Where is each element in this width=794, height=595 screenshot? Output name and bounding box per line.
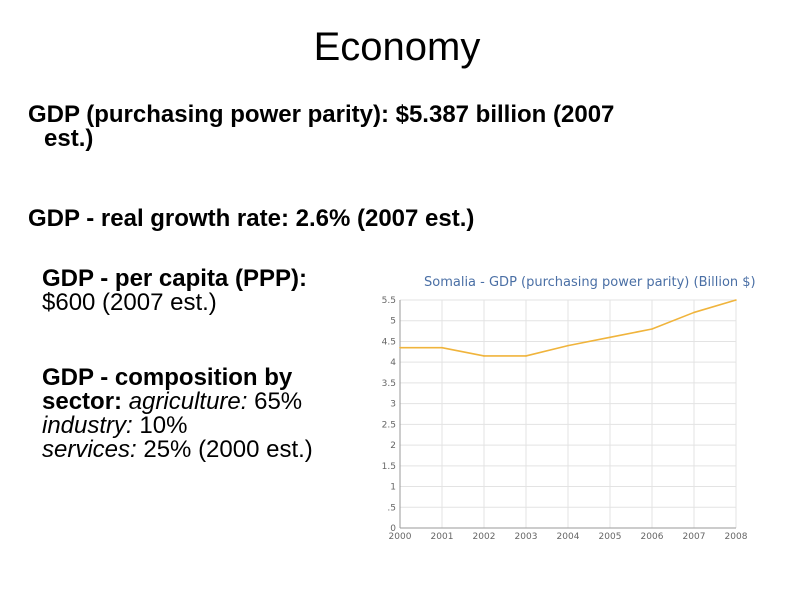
growth-rate-label: GDP - real growth rate: [28,205,289,232]
slide-title: Economy [313,25,481,69]
composition-label: GDP - composition by [42,364,293,391]
gdp-chart: Somalia - GDP (purchasing power parity) … [360,262,760,544]
y-tick-label: 4 [390,358,396,368]
gdp-data-point [735,299,737,301]
per-capita-bullet: GDP - per capita (PPP): $600 (2007 est.) [42,267,382,315]
growth-rate-value: 2.6% (2007 est.) [295,205,475,232]
chart-ticks: 0 .5 1 1.5 2 2.5 3 3.5 4 4.5 5 5.5 2000 2001 2002 2003 2… [382,296,748,542]
gdp-ppp-bullet: GDP (purchasing power parity): $5.387 bi… [28,103,768,151]
growth-rate-bullet: GDP - real growth rate: 2.6% (2007 est.) [28,207,768,231]
y-tick-label: 3 [390,400,396,410]
composition-line-agriculture: sector: agriculture: 65% [42,390,382,414]
agriculture-value: 65% [254,388,303,415]
gdp-chart-svg: Somalia - GDP (purchasing power parity) … [382,275,756,542]
y-tick-label: 3.5 [382,379,396,389]
x-tick-label: 2004 [557,532,580,542]
services-value: 25% (2000 est.) [143,436,313,463]
chart-series [399,299,737,357]
gdp-data-point [483,355,485,357]
per-capita-value: $600 (2007 est.) [42,289,217,316]
gdp-data-point [651,328,653,330]
chart-grid [399,299,737,529]
agriculture-label: agriculture: [128,388,248,415]
y-tick-label: 5.5 [382,296,396,306]
x-tick-label: 2006 [641,532,664,542]
y-tick-label: 0 [390,524,396,534]
x-tick-label: 2007 [683,532,706,542]
gdp-data-point [441,346,443,349]
composition-sector-label: sector: [42,388,123,415]
per-capita-label: GDP - per capita (PPP): [42,265,307,292]
gdp-ppp-value: $5.387 billion (2007 [395,101,615,128]
x-tick-label: 2000 [389,532,412,542]
x-tick-label: 2001 [431,532,454,542]
y-tick-label: 4.5 [382,337,396,347]
x-tick-label: 2005 [599,532,622,542]
gdp-data-point [567,344,569,347]
services-label: services: [42,436,137,463]
y-tick-label: .5 [387,503,396,513]
y-tick-label: 5 [390,317,396,327]
x-tick-label: 2002 [473,532,496,542]
chart-title: Somalia - GDP (purchasing power parity) … [424,275,756,290]
x-tick-label: 2003 [515,532,538,542]
composition-bullet: GDP - composition by sector: agriculture… [42,366,382,462]
y-tick-label: 2.5 [382,420,396,430]
y-tick-label: 2 [390,441,396,451]
x-tick-label: 2008 [725,532,748,542]
gdp-data-point [609,336,611,339]
gdp-data-point [693,311,695,314]
y-tick-label: 1 [390,483,396,493]
industry-value: 10% [139,412,188,439]
gdp-ppp-label: GDP (purchasing power parity): [28,101,389,128]
gdp-data-point [399,346,401,349]
composition-line-services: services: 25% (2000 est.) [42,438,382,462]
y-tick-label: 1.5 [382,462,396,472]
gdp-data-point [525,355,527,357]
industry-label: industry: [42,412,133,439]
composition-line-industry: industry: 10% [42,414,382,438]
gdp-ppp-value-cont: est.) [44,125,94,152]
